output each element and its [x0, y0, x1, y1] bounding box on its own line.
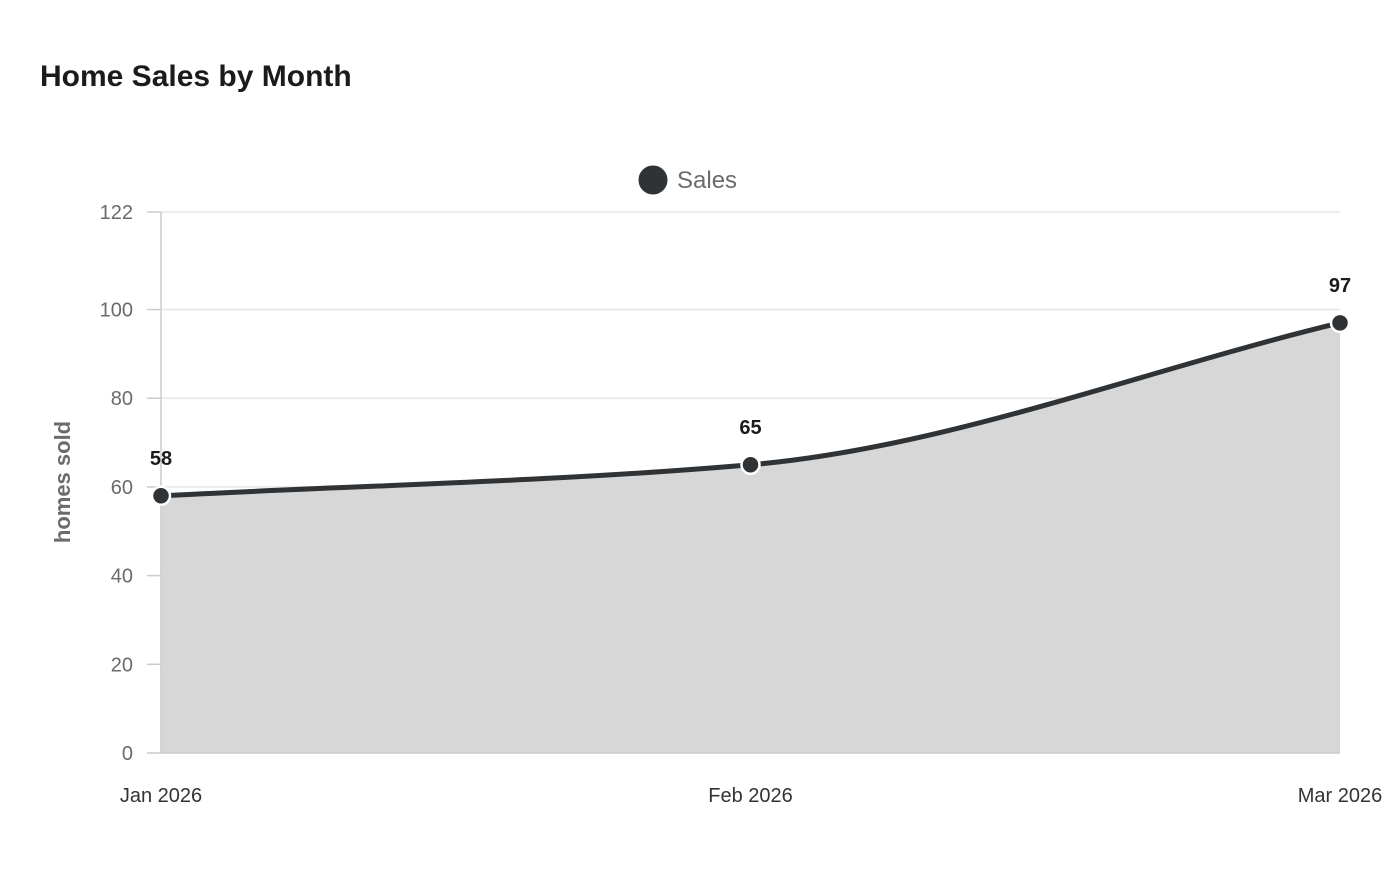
series-area-sales [161, 322, 1340, 753]
y-tick-label: 122 [100, 202, 133, 224]
legend[interactable]: Sales [638, 165, 737, 195]
legend-label-sales: Sales [677, 167, 737, 194]
x-axis-ticks: Jan 2026 Feb 2026 Mar 2026 [120, 785, 1382, 807]
data-labels: 58 65 97 [150, 275, 1351, 470]
y-tick-label: 40 [111, 566, 133, 588]
data-point[interactable] [740, 454, 761, 476]
data-points [150, 312, 1351, 507]
data-label: 65 [739, 417, 761, 439]
y-axis-ticks: 0 20 40 60 80 100 122 [100, 202, 161, 765]
y-tick-label: 60 [111, 477, 133, 499]
legend-marker-sales [638, 165, 668, 195]
area-layer [158, 320, 1343, 753]
y-tick-label: 100 [100, 300, 133, 322]
y-tick-label: 0 [122, 743, 133, 765]
y-axis-title: homes sold [50, 421, 75, 543]
data-point[interactable] [150, 485, 172, 507]
axes [160, 212, 1340, 754]
data-label: 97 [1329, 275, 1351, 297]
y-tick-label: 80 [111, 388, 133, 410]
y-tick-label: 20 [111, 654, 133, 676]
x-tick-label: Mar 2026 [1298, 785, 1383, 807]
data-point[interactable] [1329, 312, 1351, 334]
x-tick-label: Feb 2026 [708, 785, 793, 807]
x-tick-label: Jan 2026 [120, 785, 202, 807]
data-label: 58 [150, 448, 172, 470]
chart-title: Home Sales by Month [40, 60, 352, 93]
